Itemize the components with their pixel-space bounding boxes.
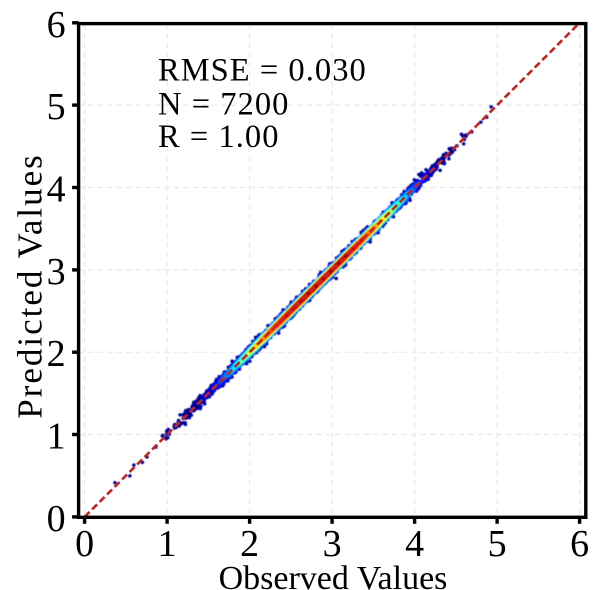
svg-text:1: 1 [47, 416, 66, 458]
svg-text:2: 2 [240, 523, 259, 565]
svg-text:4: 4 [47, 169, 66, 211]
svg-text:3: 3 [323, 523, 342, 565]
svg-text:N = 7200: N = 7200 [158, 87, 289, 123]
svg-text:1: 1 [158, 523, 177, 565]
svg-text:0: 0 [47, 498, 66, 540]
svg-text:6: 6 [570, 523, 589, 565]
svg-text:RMSE = 0.030: RMSE = 0.030 [158, 53, 367, 89]
svg-text:6: 6 [47, 4, 66, 46]
svg-text:2: 2 [47, 333, 66, 375]
svg-text:0: 0 [75, 523, 94, 565]
svg-text:3: 3 [47, 251, 66, 293]
svg-text:5: 5 [47, 86, 66, 128]
svg-text:5: 5 [488, 523, 507, 565]
svg-text:R = 1.00: R = 1.00 [158, 119, 280, 155]
svg-text:4: 4 [405, 523, 424, 565]
svg-text:Observed Values: Observed Values [219, 560, 448, 590]
svg-text:Predicted Values: Predicted Values [11, 153, 50, 419]
